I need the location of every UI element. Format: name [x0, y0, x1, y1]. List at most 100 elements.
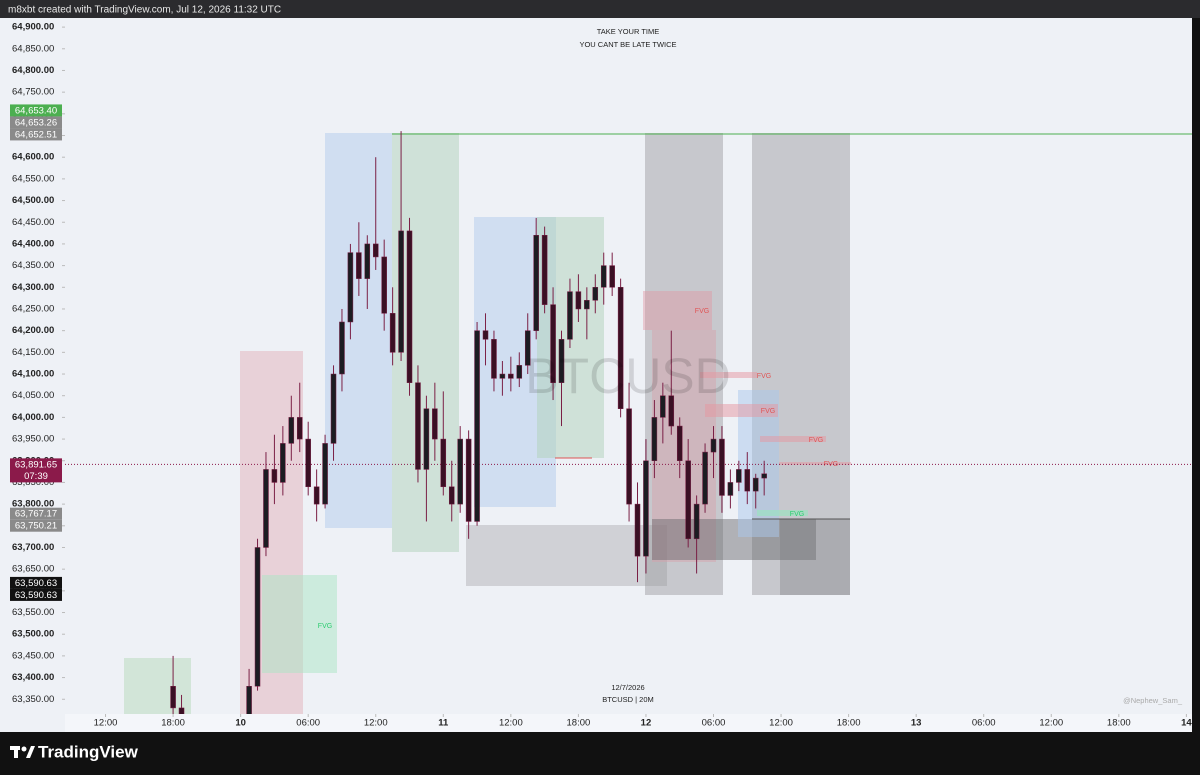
price-marker-label: 64,653.26: [15, 117, 57, 128]
price-marker-label: 64,652.51: [15, 129, 57, 140]
y-tick-label: 64,200.00: [12, 325, 54, 336]
header-text: m8xbt created with TradingView.com, Jul …: [8, 5, 281, 16]
candle-body: [271, 469, 278, 483]
candle-body: [170, 685, 176, 709]
zone-label: FVG: [809, 437, 823, 444]
x-tick-label: 11: [438, 718, 449, 729]
zone: [700, 372, 757, 378]
candle-body: [499, 373, 506, 379]
zone: [760, 436, 826, 442]
y-tick-label: 63,450.00: [12, 650, 54, 661]
price-marker-label: 63,590.63: [15, 590, 57, 601]
y-tick-label: 64,500.00: [12, 195, 54, 206]
price-marker: [10, 116, 62, 129]
x-tick-label: 06:00: [702, 718, 726, 729]
candle-body: [339, 321, 345, 375]
candle-body: [693, 503, 700, 540]
x-tick-label: 06:00: [296, 718, 320, 729]
price-marker-label: 63,590.63: [15, 578, 57, 589]
zone: [757, 510, 808, 516]
zone: [705, 404, 778, 417]
candle-body: [668, 395, 675, 427]
x-tick-label: 18:00: [567, 718, 591, 729]
candle-body: [406, 230, 413, 383]
y-tick-label: 64,000.00: [12, 412, 54, 423]
candle-body: [482, 330, 489, 340]
candle-body: [541, 235, 548, 305]
y-tick-label: 64,750.00: [12, 87, 54, 98]
zone: [466, 525, 667, 586]
x-tick-label: 12:00: [94, 718, 118, 729]
candle-body: [296, 417, 303, 440]
axes: 64,900.0064,850.0064,800.0064,750.0064,7…: [10, 22, 1192, 729]
candle-body: [719, 438, 725, 496]
candle-body: [634, 503, 641, 557]
countdown: 07:39: [24, 471, 48, 482]
x-tick-label: 12:00: [1039, 718, 1063, 729]
candle-body: [423, 408, 430, 470]
time-axis-bg: [65, 714, 1192, 732]
price-marker: [10, 519, 62, 532]
candle-body: [288, 417, 295, 444]
x-tick-label: 10: [235, 718, 246, 729]
candle-body: [676, 425, 683, 462]
zone-label: FVG: [790, 511, 804, 518]
zone-label: FVG: [757, 373, 771, 380]
candle-body: [263, 469, 269, 548]
candle-body: [313, 486, 320, 505]
zone: [652, 519, 816, 560]
y-tick-label: 64,550.00: [12, 173, 54, 184]
price-marker: [10, 576, 62, 589]
candle-body: [752, 477, 759, 492]
y-tick-label: 64,600.00: [12, 152, 54, 163]
candle-body: [702, 451, 708, 505]
candle-body: [465, 438, 472, 522]
x-tick-label: 13: [911, 718, 922, 729]
note: YOU CANT BE LATE TWICE: [579, 40, 676, 49]
price-marker-label: 63,750.21: [15, 521, 57, 532]
candle-body: [710, 438, 717, 453]
candle-body: [617, 287, 624, 409]
candle-body: [440, 438, 447, 488]
y-tick-label: 64,900.00: [12, 22, 54, 33]
candle-body: [516, 365, 523, 379]
candle-body: [558, 339, 565, 383]
zone: [780, 519, 850, 595]
y-tick-label: 63,650.00: [12, 564, 54, 575]
candle-body: [356, 252, 362, 279]
y-tick-label: 63,550.00: [12, 607, 54, 618]
zone: [645, 133, 723, 595]
candle-body: [178, 707, 185, 714]
candle-body: [398, 230, 404, 353]
candle-body: [415, 382, 421, 470]
candle-body: [491, 339, 497, 379]
candle-body: [389, 313, 396, 353]
symbol-label: BTCUSD | 20M: [602, 695, 654, 704]
zone: [124, 658, 191, 714]
candle-body: [347, 252, 354, 323]
zone-label: FVG: [695, 308, 709, 315]
price-marker: [10, 104, 62, 117]
y-tick-label: 64,050.00: [12, 390, 54, 401]
candle-body: [381, 256, 387, 314]
zone: [643, 291, 712, 330]
candle-body: [432, 408, 438, 440]
candle-body: [736, 469, 742, 483]
candle-body: [592, 287, 599, 301]
header-bar: [0, 0, 1200, 18]
y-tick-label: 63,950.00: [12, 434, 54, 445]
candle-body: [550, 304, 556, 383]
x-tick-label: 12:00: [499, 718, 523, 729]
price-marker-label: 63,767.17: [15, 509, 57, 520]
y-tick-label: 64,350.00: [12, 260, 54, 271]
zone-label: FVG: [318, 623, 332, 630]
candle-body: [457, 438, 463, 505]
plot: [65, 131, 1192, 714]
note: TAKE YOUR TIME: [597, 27, 660, 36]
price-marker-label: 64,653.40: [15, 105, 57, 116]
candle-body: [626, 408, 632, 505]
y-tick-label: 63,400.00: [12, 672, 54, 683]
x-tick-label: 18:00: [161, 718, 185, 729]
x-tick-label: 18:00: [1107, 718, 1131, 729]
y-tick-label: 63,350.00: [12, 694, 54, 705]
